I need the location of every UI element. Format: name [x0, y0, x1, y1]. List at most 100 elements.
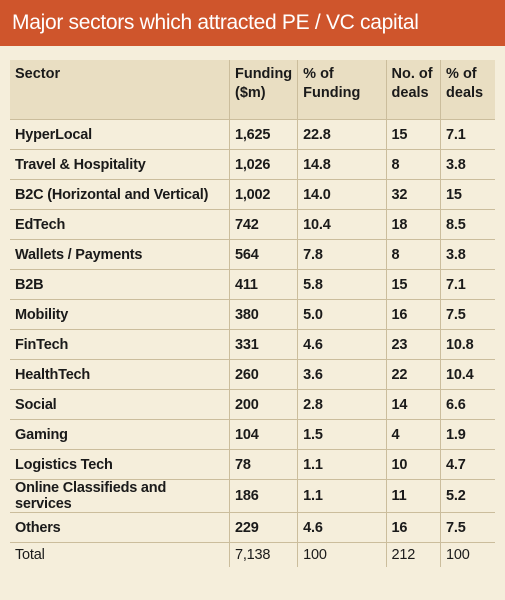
table-row: Gaming 104 1.5 4 1.9 — [10, 419, 495, 450]
table-cell: 564 — [228, 239, 298, 270]
table-cell: HyperLocal — [10, 119, 230, 150]
table-cell: 8.5 — [440, 209, 495, 240]
table-row: HyperLocal 1,625 22.8 15 7.1 — [10, 119, 495, 150]
table-cell: 1,002 — [228, 179, 298, 210]
table-cell: Gaming — [10, 419, 230, 450]
table-row: Travel & Hospitality 1,026 14.8 8 3.8 — [10, 149, 495, 180]
column-header: Sector — [10, 60, 230, 120]
table-cell: 15 — [440, 179, 495, 210]
table-cell: 1.9 — [440, 419, 495, 450]
table-cell: 4 — [385, 419, 441, 450]
table-cell: 5.0 — [297, 299, 387, 330]
table: Sector Funding ($m)% of Funding No. of dea… — [10, 60, 495, 567]
table-cell: 742 — [228, 209, 298, 240]
table-cell: 100 — [297, 542, 387, 567]
table-cell: 32 — [385, 179, 441, 210]
table-cell: 1.1 — [297, 479, 387, 513]
table-cell: 22 — [385, 359, 441, 390]
table-cell: 1,625 — [228, 119, 298, 150]
table-cell: 23 — [385, 329, 441, 360]
table-cell: 8 — [385, 239, 441, 270]
table-row: Others 229 4.6 16 7.5 — [10, 512, 495, 543]
table-cell: 1,026 — [228, 149, 298, 180]
table-cell: Wallets / Payments — [10, 239, 230, 270]
table-cell: 11 — [385, 479, 441, 513]
table-cell: 22.8 — [297, 119, 387, 150]
table-cell: 6.6 — [440, 389, 495, 420]
table-row: Total 7,138 100 212 100 — [10, 542, 495, 567]
table-cell: 7.5 — [440, 512, 495, 543]
table-cell: B2C (Horizontal and Vertical) — [10, 179, 230, 210]
table-cell: 8 — [385, 149, 441, 180]
table-row: HealthTech 260 3.6 22 10.4 — [10, 359, 495, 390]
table-cell: 380 — [228, 299, 298, 330]
table-cell: 260 — [228, 359, 298, 390]
table-cell: 4.7 — [440, 449, 495, 480]
table-cell: 14 — [385, 389, 441, 420]
column-header: % of Funding — [297, 60, 387, 120]
table-cell: 212 — [385, 542, 441, 567]
table-cell: 7.1 — [440, 269, 495, 300]
table-cell: 2.8 — [297, 389, 387, 420]
table-cell: 186 — [228, 479, 298, 513]
table-cell: 7.5 — [440, 299, 495, 330]
table-cell: 14.0 — [297, 179, 387, 210]
table-cell: 1.5 — [297, 419, 387, 450]
table-cell: Others — [10, 512, 230, 543]
table-cell: 7,138 — [228, 542, 298, 567]
table-cell: 16 — [385, 299, 441, 330]
table-cell: 411 — [228, 269, 298, 300]
title: Major sectors which attracted PE / VC ca… — [12, 11, 419, 34]
table-cell: HealthTech — [10, 359, 230, 390]
table-cell: 100 — [440, 542, 495, 567]
table-row: Wallets / Payments 564 7.8 8 3.8 — [10, 239, 495, 270]
table-row: Mobility 380 5.0 16 7.5 — [10, 299, 495, 330]
table-cell: 10.4 — [297, 209, 387, 240]
table-cell: 15 — [385, 269, 441, 300]
table-cell: 18 — [385, 209, 441, 240]
table-cell: FinTech — [10, 329, 230, 360]
table-row: Social 200 2.8 14 6.6 — [10, 389, 495, 420]
table-cell: Logistics Tech — [10, 449, 230, 480]
table-cell: 1.1 — [297, 449, 387, 480]
table-cell: 14.8 — [297, 149, 387, 180]
table-cell: 200 — [228, 389, 298, 420]
table-cell: 104 — [228, 419, 298, 450]
table-row: Logistics Tech 78 1.1 10 4.7 — [10, 449, 495, 480]
table-cell: 7.8 — [297, 239, 387, 270]
table-cell: Online Classifieds and services — [10, 479, 230, 513]
table-cell: 4.6 — [297, 512, 387, 543]
table-row: B2C (Horizontal and Vertical) 1,002 14.0 32… — [10, 179, 495, 210]
table-cell: 3.8 — [440, 239, 495, 270]
table-cell: 10.4 — [440, 359, 495, 390]
table-cell: Social — [10, 389, 230, 420]
column-header: No. of deals — [385, 60, 441, 120]
table-row: B2B 411 5.8 15 7.1 — [10, 269, 495, 300]
table-cell: 5.2 — [440, 479, 495, 513]
table-cell: 3.6 — [297, 359, 387, 390]
table-row: FinTech 331 4.6 23 10.8 — [10, 329, 495, 360]
table-cell: 10.8 — [440, 329, 495, 360]
table-cell: 15 — [385, 119, 441, 150]
table-cell: 7.1 — [440, 119, 495, 150]
table-cell: B2B — [10, 269, 230, 300]
table-cell: Travel & Hospitality — [10, 149, 230, 180]
table-cell: 331 — [228, 329, 298, 360]
table-cell: Total — [15, 547, 45, 563]
table-cell: 3.8 — [440, 149, 495, 180]
header-row: Sector Funding ($m)% of Funding No. of dea… — [10, 60, 495, 120]
table-cell: 5.8 — [297, 269, 387, 300]
table-row: EdTech 742 10.4 18 8.5 — [10, 209, 495, 240]
table-cell: 10 — [385, 449, 441, 480]
table-row: Online Classifieds and services 186 1.1 11 5… — [10, 479, 495, 513]
table-cell: 78 — [228, 449, 298, 480]
table-cell: 229 — [228, 512, 298, 543]
table-cell: Mobility — [10, 299, 230, 330]
column-header: Funding ($m) — [228, 60, 298, 120]
table-cell: 16 — [385, 512, 441, 543]
table-cell: 4.6 — [297, 329, 387, 360]
title-bar: Major sectors which attracted PE / VC ca… — [0, 0, 505, 46]
table-cell: EdTech — [10, 209, 230, 240]
column-header: % of deals — [440, 60, 495, 120]
